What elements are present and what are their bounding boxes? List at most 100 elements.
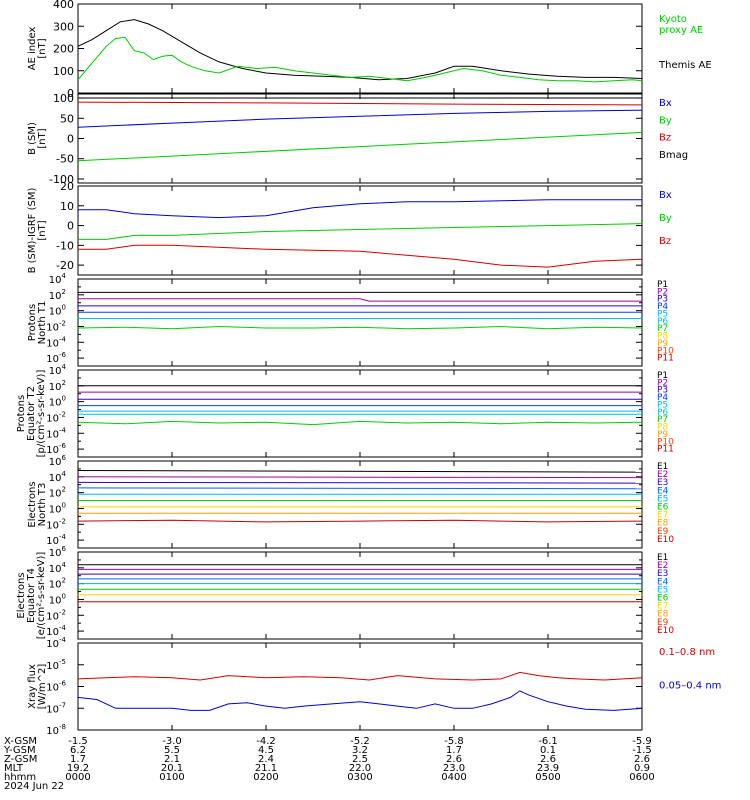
legend-entry: E8 (657, 519, 669, 529)
legend-entry: E4 (657, 577, 669, 587)
y-tick-exponent: 0 (62, 592, 66, 600)
y-tick-exponent: 2 (62, 288, 66, 296)
y-tick-label: 100 (53, 65, 74, 78)
y-tick-label: 10-4 (46, 335, 66, 349)
legend-entry: P1 (657, 280, 668, 290)
ephemeris-value: 0000 (65, 772, 90, 783)
ephemeris-value: 20.1 (161, 763, 183, 774)
y-tick-label: 100 (53, 92, 74, 105)
y-tick-label: 0 (67, 220, 74, 233)
ephemeris-value: 0.1 (540, 745, 556, 756)
ephemeris-value: 0200 (253, 772, 278, 783)
y-axis-label: [e/(cm²-s-sr-keV)] (36, 552, 47, 640)
y-tick-exponent: -2 (59, 608, 66, 616)
legend-entry: E1 (657, 462, 668, 472)
legend-entry: 0.1–0.8 nm (659, 647, 715, 658)
series-line-p2 (78, 298, 642, 302)
y-tick-label: 20 (60, 180, 74, 193)
y-axis-label: North T1 (37, 301, 48, 345)
ephemeris-value: 3.2 (352, 745, 368, 756)
legend-entry: P10 (657, 346, 674, 356)
legend-entry: By (659, 115, 672, 126)
legend-entry: P6 (657, 317, 668, 327)
ephemeris-value: 6.2 (70, 745, 86, 756)
series-line-e9 (78, 519, 642, 523)
legend-entry: P9 (657, 339, 668, 349)
y-tick-label: 106 (49, 454, 67, 468)
ephemeris-value: 2.6 (634, 754, 650, 765)
y-tick-label: 10-4 (46, 426, 66, 440)
legend-entry: E3 (657, 478, 668, 488)
legend-entry: E9 (657, 618, 669, 628)
y-axis-label: Xray flux (27, 664, 38, 709)
panel-frame (77, 3, 643, 94)
series-line-p7 (78, 420, 642, 426)
y-tick-label: 10-2 (46, 517, 66, 531)
y-tick-label: 102 (49, 288, 66, 302)
y-tick-exponent: -5 (59, 658, 66, 666)
series-line-bx (78, 109, 642, 128)
y-tick-exponent: 4 (62, 470, 67, 478)
ephemeris-value: -5.2 (350, 736, 370, 747)
y-tick-label: 102 (49, 486, 66, 500)
y-tick-label: 102 (49, 379, 66, 393)
ephemeris-table: X-GSM -1.5 -3.0 -4.2 -5.2 -5.8 -6.1 -5.9 Y-GSM 6.… (3, 736, 655, 792)
ephemeris-value: 5.5 (164, 745, 180, 756)
y-tick-exponent: 0 (62, 304, 66, 312)
legend-entry: E4 (657, 486, 669, 496)
y-tick-label: 102 (49, 577, 66, 591)
y-tick-exponent: 4 (62, 272, 67, 280)
legend-entry: E6 (657, 503, 669, 513)
y-tick-label: 104 (49, 363, 67, 377)
ephemeris-value: 0300 (347, 772, 372, 783)
y-tick-exponent: -7 (59, 701, 66, 709)
ephemeris-value: 2.1 (164, 754, 180, 765)
y-axis-label: [W/m^2] (37, 664, 48, 710)
panel-frame (77, 93, 643, 184)
series-line-e2 (78, 476, 642, 479)
legend-entry: E8 (657, 610, 669, 620)
series-line-e1 (78, 470, 642, 473)
y-tick-exponent: 6 (62, 454, 67, 462)
legend-entry: P11 (657, 354, 674, 364)
y-tick-label: 400 (53, 0, 74, 11)
ephemeris-value: 23.9 (537, 763, 559, 774)
legend-entry: P5 (657, 400, 668, 410)
legend-entry: P11 (657, 445, 674, 455)
panel-8: 10-8 10-7 10-6 10-5 10-4 Xray flux [W/m^2] 0.1–… (27, 636, 721, 737)
y-tick-exponent: 2 (62, 577, 66, 585)
series-line-kyoto-proxy-ae (78, 36, 642, 83)
panel-2: -100 -50 0 50 100 B (SM) [nT] Bx By Bz Bmag (27, 92, 688, 186)
legend-entry: P8 (657, 332, 668, 342)
y-tick-exponent: -4 (59, 335, 67, 343)
y-tick-exponent: 2 (62, 486, 66, 494)
ephemeris-value: 0500 (535, 772, 560, 783)
legend-entry: E7 (657, 602, 668, 612)
panel-frame (77, 642, 643, 731)
y-axis-label: Electrons (16, 572, 27, 618)
legend-entry: Bx (659, 98, 672, 109)
legend-entry: E6 (657, 594, 669, 604)
ephemeris-value: 2.4 (258, 754, 274, 765)
y-tick-label: 10-8 (46, 723, 66, 737)
legend-entry: E5 (657, 494, 668, 504)
ephemeris-value: -1.5 (632, 745, 652, 756)
legend-entry: E2 (657, 470, 668, 480)
series-line-bx (78, 199, 642, 219)
y-tick-exponent: -4 (59, 636, 67, 644)
ephemeris-row-label: Y-GSM (3, 745, 36, 756)
legend-entry: P3 (657, 295, 668, 305)
ephemeris-row-label: X-GSM (4, 736, 37, 747)
ephemeris-value: -6.1 (538, 736, 558, 747)
y-tick-label: -50 (56, 153, 74, 166)
y-tick-label: -20 (56, 259, 74, 272)
legend-entry: E9 (657, 527, 669, 537)
y-tick-label: -10 (56, 239, 74, 252)
y-tick-label: 10-2 (46, 608, 66, 622)
ephemeris-value: 1.7 (446, 745, 462, 756)
y-axis-label: [nT] (37, 220, 48, 240)
ephemeris-value: -5.9 (632, 736, 652, 747)
y-tick-exponent: -8 (59, 723, 66, 731)
legend-entry: P1 (657, 371, 668, 381)
